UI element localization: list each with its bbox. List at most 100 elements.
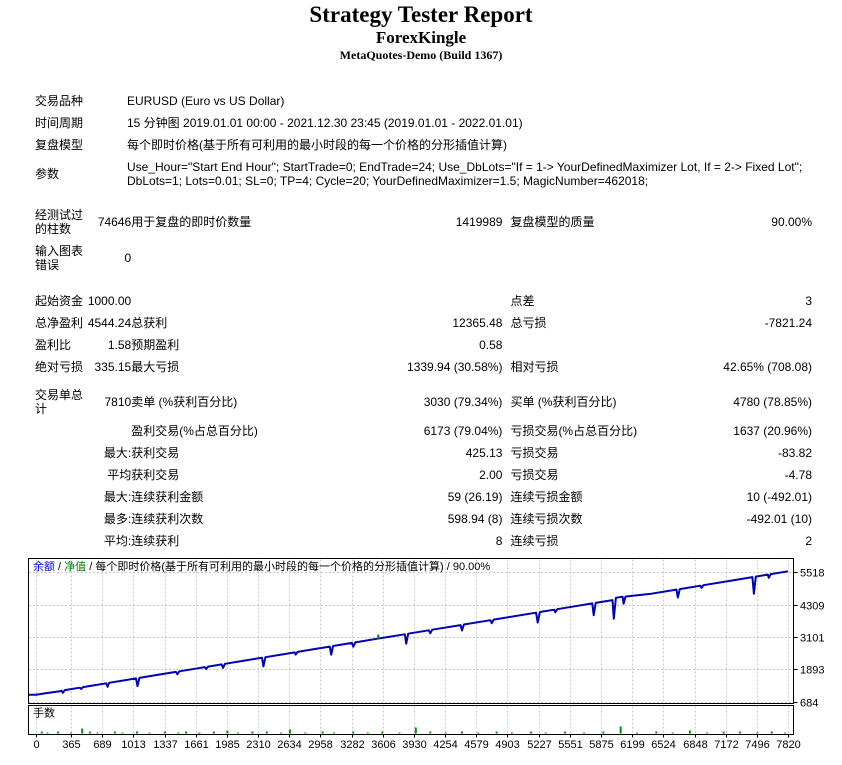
- chart-legend: 余额 / 净值 / 每个即时价格(基于所有可利用的最小时段的每一个价格的分形插值…: [33, 561, 490, 573]
- stat-value: 74646: [97, 215, 132, 229]
- stat-value: -7821.24: [764, 316, 812, 330]
- x-axis-label: 3606: [371, 739, 395, 751]
- table-row: 总净盈利 4544.24 总获利 12365.48 总亏损 -7821.24: [35, 312, 812, 334]
- lots-bar: [96, 732, 99, 734]
- stat-label: 交易单总 计: [35, 388, 84, 416]
- x-axis-label: 7172: [714, 739, 738, 751]
- stat-value: [697, 334, 812, 356]
- lots-bar: [57, 731, 60, 734]
- lots-bar: [70, 732, 73, 734]
- table-row: 最大: 连续获利金额 59 (26.19) 连续亏损金额 10 (-492.01): [35, 486, 812, 508]
- lots-bar: [121, 732, 124, 734]
- x-axis-label: 0: [33, 739, 39, 751]
- profit-stats-table: 起始资金 1000.00 点差 3 总净盈利 4544.24 总获利 12365.48 总亏损 -…: [35, 290, 812, 378]
- x-axis-label: 6848: [683, 739, 707, 751]
- lots-bar: [461, 731, 463, 734]
- stat-value: 42.65% (708.08): [723, 360, 812, 374]
- lots-bar: [671, 732, 674, 734]
- stat-value: 598.94 (8): [447, 512, 503, 526]
- stat-label: [131, 240, 386, 276]
- lots-bar: [414, 727, 417, 734]
- balance-line: [29, 570, 789, 696]
- stat-label: [35, 442, 87, 464]
- stat-label: 获利交易: [131, 468, 180, 482]
- stat-value: 平均:: [103, 534, 132, 548]
- stat-label: 绝对亏损: [35, 360, 84, 374]
- lots-bar: [583, 732, 586, 734]
- lots-bar: [136, 731, 138, 734]
- x-axis-label: 4903: [495, 739, 519, 751]
- stat-label: 盈利交易(%占总百分比): [131, 424, 258, 438]
- setting-label: 参数: [35, 167, 60, 181]
- stat-value: 1000.00: [87, 294, 132, 308]
- x-axis-label: 7820: [776, 739, 800, 751]
- table-row: 输入图表 错误 0: [35, 240, 812, 276]
- lots-bar: [198, 732, 201, 734]
- table-row: 盈利比 1.58 预期盈利 0.58: [35, 334, 812, 356]
- setting-value: 15 分钟图 2019.01.01 00:00 - 2021.12.30 23:…: [127, 116, 523, 130]
- table-row: 最多: 连续获利次数 598.94 (8) 连续亏损次数 -492.01 (10): [35, 508, 812, 530]
- x-axis-label: 5551: [558, 739, 582, 751]
- lots-bar: [381, 731, 384, 734]
- lots-bar: [511, 732, 513, 734]
- table-row: 交易品种 EURUSD (Euro vs US Dollar): [35, 90, 812, 112]
- lots-bar: [46, 732, 49, 734]
- lots-bar: [756, 732, 759, 734]
- stat-value: 最多:: [103, 512, 132, 526]
- x-axis-label: 1337: [153, 739, 177, 751]
- lots-bar: [333, 732, 336, 734]
- stat-value: 425.13: [465, 446, 503, 460]
- table-row: 起始资金 1000.00 点差 3: [35, 290, 812, 312]
- table-row: 复盘模型 每个即时价格(基于所有可利用的最小时段的每一个价格的分形插值计算): [35, 134, 812, 156]
- stat-label: 卖单 (%获利百分比): [131, 395, 238, 409]
- y-axis-label: 5518: [800, 568, 824, 580]
- x-axis-label: 5875: [589, 739, 613, 751]
- stat-value: 0.58: [479, 338, 503, 352]
- lots-bar: [265, 731, 268, 734]
- lots-bar: [40, 731, 43, 734]
- lots-bar: [784, 732, 787, 734]
- setting-label: 复盘模型: [35, 138, 84, 152]
- stat-label: 用于复盘的即时价数量: [131, 215, 252, 229]
- stat-value: [386, 290, 502, 312]
- table-row: 参数 Use_Hour="Start End Hour"; StartTrade=…: [35, 156, 812, 192]
- stat-value: [386, 240, 502, 276]
- stat-value: -492.01 (10): [746, 512, 812, 526]
- stat-label: 总获利: [131, 316, 168, 330]
- stat-label: [502, 240, 697, 276]
- stat-label: 连续亏损金额: [510, 490, 583, 504]
- stat-value: 2: [805, 534, 812, 548]
- x-axis-label: 5227: [527, 739, 551, 751]
- y-axis-label: 1893: [800, 665, 824, 677]
- lots-bar: [163, 731, 166, 734]
- stat-value: [697, 240, 812, 276]
- stat-label: 经测试过 的柱数: [35, 208, 84, 236]
- stat-value: 12365.48: [452, 316, 503, 330]
- lots-bar: [706, 732, 709, 734]
- table-row: 平均: 连续获利 8 连续亏损 2: [35, 530, 812, 552]
- stat-label: [131, 290, 386, 312]
- setting-value: 每个即时价格(基于所有可利用的最小时段的每一个价格的分形插值计算): [127, 138, 507, 152]
- stat-value: 7810: [104, 395, 132, 409]
- x-axis-label: 1985: [215, 739, 239, 751]
- stat-value: 最大:: [103, 446, 132, 460]
- stat-value: 1339.94 (30.58%): [407, 360, 503, 374]
- stat-label: 总净盈利: [35, 316, 84, 330]
- x-axis-label: 689: [93, 739, 111, 751]
- lots-bar: [177, 732, 180, 734]
- lots-bar: [288, 729, 291, 734]
- legend-separator: /: [55, 561, 65, 573]
- stat-label: [35, 420, 87, 442]
- stat-label: 起始资金: [35, 294, 84, 308]
- stat-label: 连续亏损次数: [510, 512, 583, 526]
- stat-value: 1.58: [107, 338, 132, 352]
- report-title: Strategy Tester Report: [309, 2, 533, 27]
- stat-label: 买单 (%获利百分比): [510, 395, 617, 409]
- stat-value: 1419989: [455, 215, 503, 229]
- legend-balance-label: 余额: [33, 561, 55, 573]
- table-row: 绝对亏损 335.15 最大亏损 1339.94 (30.58%) 相对亏损 42.65%…: [35, 356, 812, 378]
- stat-label: [35, 486, 87, 508]
- stat-label: 点差: [510, 294, 535, 308]
- stat-label: 连续获利金额: [131, 490, 204, 504]
